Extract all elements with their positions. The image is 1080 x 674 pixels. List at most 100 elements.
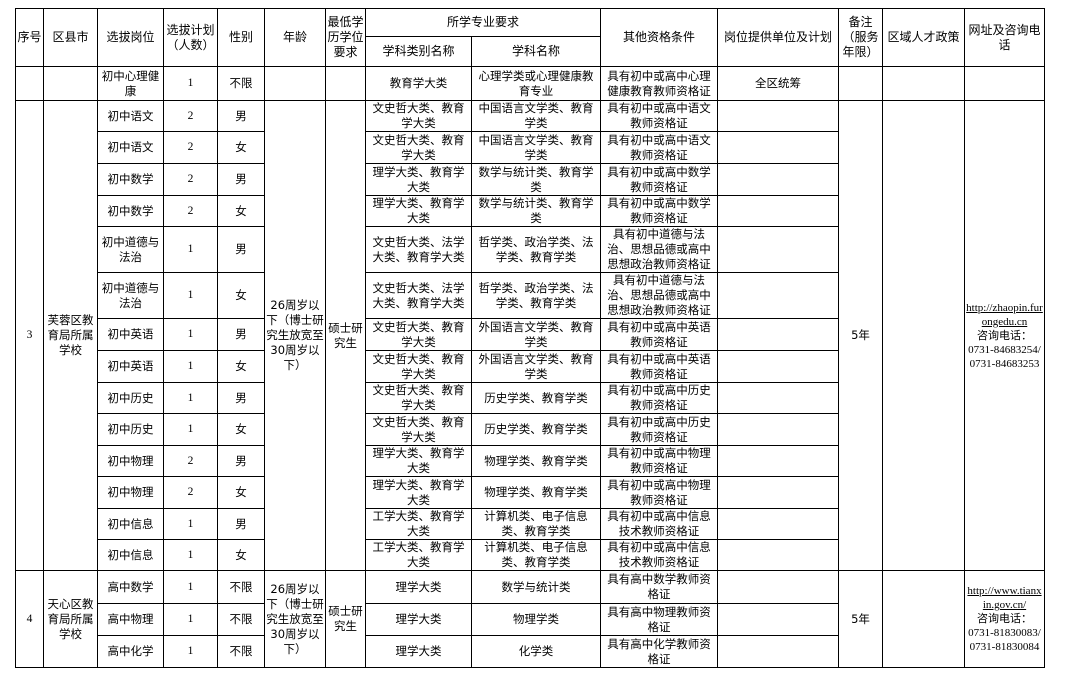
gender-cell: 男	[217, 445, 265, 477]
other-cell-text: 具有初中或高中物理教师资格证	[607, 446, 711, 476]
unit-cell	[717, 603, 839, 636]
other-cell-text: 具有初中或高中数学教师资格证	[607, 164, 711, 194]
major-cell: 物理学类	[471, 603, 601, 636]
table-row: 初中心理健康 1 不限 教育学大类 心理学类或心理健康教育专业 具有初中或高中心理健康教育…	[15, 66, 1045, 101]
post-cell: 初中历史	[97, 382, 164, 414]
unit-cell	[717, 100, 839, 132]
seq-cell-text: 4	[26, 612, 33, 625]
district-cell: 芙蓉区教育局所属学校	[43, 100, 98, 571]
edu-cell: 硕士研究生	[325, 570, 366, 668]
major-cell: 中国语言文学类、教育学类	[471, 131, 601, 164]
other-cell-text: 具有初中或高中历史教师资格证	[607, 414, 711, 444]
plan-cell: 2	[163, 163, 218, 196]
plan-cell-text: 1	[187, 77, 194, 89]
other-cell-text: 具有初中或高中语文教师资格证	[607, 132, 711, 162]
other-cell-text: 具有初中或高中信息技术教师资格证	[607, 540, 711, 570]
other-cell: 具有初中或高中历史教师资格证	[600, 382, 718, 414]
edu-cell	[325, 66, 366, 101]
category-cell: 文史哲大类、教育学大类	[365, 318, 472, 351]
gender-cell: 女	[217, 131, 265, 164]
plan-cell-text: 1	[187, 580, 194, 593]
major-cell: 外国语言文学类、教育学类	[471, 318, 601, 351]
category-cell: 理学大类、教育学大类	[365, 163, 472, 196]
category-cell: 文史哲大类、教育学大类	[365, 350, 472, 383]
url-cell: http://www.tianxin.gov.cn/咨询电话： 0731-8183…	[964, 570, 1045, 668]
header-major-req: 所学专业要求	[365, 8, 601, 37]
category-cell-text: 文史哲大类、法学大类、教育学大类	[372, 234, 465, 264]
table-row: 初中物理 2 女 理学大类、教育学大类 物理学类、教育学类 具有初中或高中物理教师资格证	[16, 476, 1045, 509]
major-cell-text: 物理学类	[513, 612, 559, 626]
major-cell: 物理学类、教育学类	[471, 476, 601, 509]
category-cell-text: 文史哲大类、教育学大类	[372, 101, 465, 131]
other-cell-text: 具有高中化学教师资格证	[607, 636, 711, 666]
category-cell: 文史哲大类、教育学大类	[365, 131, 472, 164]
major-cell-text: 中国语言文学类、教育学类	[478, 101, 594, 131]
plan-cell-text: 1	[187, 360, 194, 372]
website-link[interactable]: http://zhaopin.furongedu.cn	[966, 301, 1043, 328]
table-row: 初中语文 2 女 文史哲大类、教育学大类 中国语言文学类、教育学类 具有初中或高中语文教师…	[16, 131, 1045, 164]
category-cell-text: 教育学大类	[389, 76, 448, 90]
other-cell: 具有初中或高中信息技术教师资格证	[600, 539, 718, 571]
category-cell: 教育学大类	[365, 66, 472, 101]
gender-cell: 女	[217, 413, 265, 446]
major-cell: 外国语言文学类、教育学类	[471, 350, 601, 383]
gender-cell-text: 男	[235, 453, 247, 468]
post-cell: 初中心理健康	[97, 66, 164, 101]
plan-cell-text: 1	[187, 243, 194, 255]
header-gender: 性别	[217, 8, 265, 67]
category-cell-text: 理学大类、教育学大类	[372, 477, 465, 507]
header-remark: 备注（服务年限）	[838, 8, 883, 67]
major-cell-text: 计算机类、电子信息类、教育学类	[484, 509, 588, 539]
policy-cell	[882, 66, 965, 101]
post-cell-text: 高中数学	[107, 579, 154, 594]
other-cell-text: 具有初中或高中数学教师资格证	[607, 196, 711, 226]
phone-label: 咨询电话：	[977, 329, 1032, 342]
remark-cell-text: 5年	[851, 328, 870, 342]
unit-cell	[717, 476, 839, 509]
post-cell-text: 初中信息	[107, 516, 154, 531]
other-cell: 具有初中或高中信息技术教师资格证	[600, 508, 718, 540]
post-cell: 初中物理	[97, 445, 164, 477]
major-cell-text: 中国语言文学类、教育学类	[478, 132, 594, 162]
gender-cell: 男	[217, 508, 265, 540]
gender-cell-text: 女	[235, 485, 247, 499]
gender-cell: 男	[217, 318, 265, 351]
major-cell: 计算机类、电子信息类、教育学类	[471, 508, 601, 540]
plan-cell: 2	[163, 131, 218, 164]
other-cell: 具有初中或高中语文教师资格证	[600, 131, 718, 164]
category-cell: 理学大类	[365, 603, 472, 636]
remark-cell	[838, 66, 883, 101]
seq-cell: 4	[15, 570, 44, 668]
post-cell: 初中数学	[97, 163, 164, 196]
other-cell-text: 具有高中数学教师资格证	[607, 572, 711, 601]
post-cell: 高中数学	[97, 570, 164, 604]
major-cell-text: 数学与统计类、教育学类	[478, 196, 594, 226]
other-cell: 具有初中或高中英语教师资格证	[600, 318, 718, 351]
unit-cell	[717, 413, 839, 446]
header-category: 学科类别名称	[365, 36, 472, 67]
table-row: 初中数学 2 男 理学大类、教育学大类 数学与统计类、教育学类 具有初中或高中数学教师资格…	[16, 163, 1045, 196]
post-cell: 初中历史	[97, 413, 164, 446]
post-cell-text: 初中数学	[107, 172, 154, 186]
category-cell: 理学大类	[365, 570, 472, 604]
gender-cell: 男	[217, 163, 265, 196]
gender-cell: 女	[217, 350, 265, 383]
seq-cell-text: 3	[26, 329, 33, 341]
category-cell-text: 理学大类、教育学大类	[372, 164, 465, 194]
plan-cell-text: 1	[187, 391, 194, 404]
plan-cell-text: 2	[187, 454, 194, 467]
gender-cell: 男	[217, 100, 265, 132]
url-cell	[964, 66, 1045, 101]
major-cell: 哲学类、政治学类、法学类、教育学类	[471, 272, 601, 319]
category-cell: 文史哲大类、教育学大类	[365, 413, 472, 446]
plan-cell-text: 1	[187, 613, 194, 625]
unit-cell	[717, 163, 839, 196]
website-link[interactable]: http://www.tianxin.gov.cn/	[967, 585, 1042, 611]
other-cell: 具有高中数学教师资格证	[600, 570, 718, 604]
major-cell: 物理学类、教育学类	[471, 445, 601, 477]
post-cell: 初中英语	[97, 318, 164, 351]
category-cell-text: 理学大类、教育学大类	[372, 446, 465, 476]
table-row: 初中英语 1 女 文史哲大类、教育学大类 外国语言文学类、教育学类 具有初中或高中英语教师…	[16, 350, 1045, 383]
gender-cell: 男	[217, 226, 265, 273]
gender-cell: 女	[217, 476, 265, 509]
